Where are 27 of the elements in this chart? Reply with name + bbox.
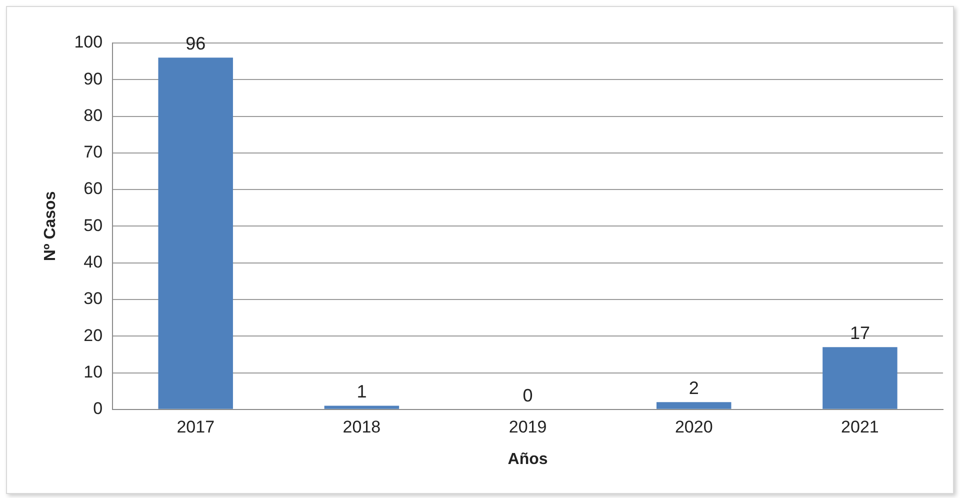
data-label: 1 [356, 382, 367, 402]
y-tick-label: 80 [84, 106, 103, 125]
x-tick-label: 2019 [508, 417, 547, 436]
bar [324, 406, 400, 409]
data-label: 0 [522, 385, 533, 406]
y-tick-label: 10 [84, 362, 103, 382]
y-tick-label: 60 [84, 179, 103, 198]
y-tick-label: 90 [84, 69, 103, 88]
y-tick-label: 0 [93, 399, 103, 418]
y-tick-label: 50 [84, 216, 103, 235]
y-tick-label: 40 [84, 252, 103, 272]
y-tick-label: 70 [84, 142, 103, 162]
x-axis-title: Años [508, 450, 548, 468]
bar [158, 58, 233, 409]
y-tick-label: 30 [84, 289, 103, 308]
y-axis-title: Nº Casos [42, 191, 60, 262]
data-label: 17 [850, 323, 870, 344]
x-tick-label: 2021 [841, 417, 879, 436]
x-tick-label: 2017 [176, 417, 215, 436]
y-tick-label: 20 [84, 326, 103, 345]
bar [822, 347, 898, 409]
data-label: 96 [186, 34, 206, 54]
bar [656, 402, 732, 409]
x-tick-label: 2020 [674, 417, 713, 436]
data-label: 2 [688, 378, 699, 398]
y-tick-label: 100 [74, 32, 103, 52]
x-tick-label: 2018 [342, 417, 381, 436]
